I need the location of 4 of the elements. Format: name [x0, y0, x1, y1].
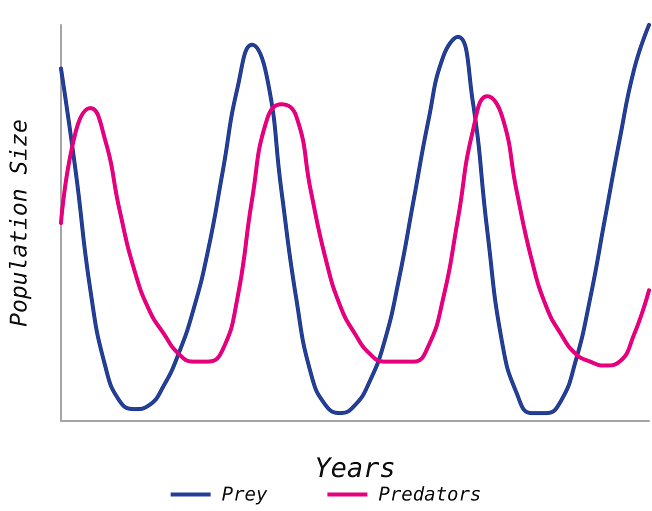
y-axis-title: Population Size — [6, 119, 32, 327]
legend-label: Prey — [222, 484, 268, 506]
legend-label: Predators — [378, 484, 482, 506]
x-axis-title: Years — [314, 453, 396, 484]
